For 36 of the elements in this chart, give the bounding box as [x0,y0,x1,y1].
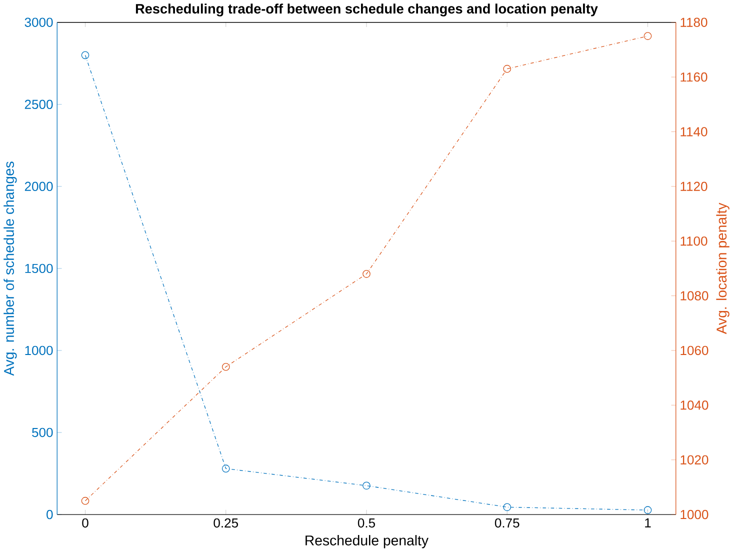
y2-tick-label: 1180 [680,18,708,28]
y2-tick-label: 1100 [680,236,708,246]
y2-tick-label: 1080 [680,291,708,300]
y-tick-label: 500 [32,428,53,438]
x-tick-label: 1 [645,518,651,528]
point [222,363,230,371]
y2-tick-label: 1140 [680,127,708,136]
y-tick-label: 0 [46,510,53,520]
y2-tick-label: 1020 [680,455,708,465]
y2-tick-label: 1000 [680,510,708,520]
point [644,506,652,514]
point [81,51,90,60]
point [503,64,512,73]
y-tick-label: 2000 [24,182,53,192]
y2-tick-label: 1040 [680,400,708,410]
y2-tick-label: 1060 [680,346,708,356]
y-tick-label: 2500 [24,100,53,110]
y-tick-label: 1000 [25,346,53,356]
x-tick-label: 0.75 [494,518,520,528]
x-tick-label: 0.25 [214,518,238,528]
y2-tick-label: 1120 [680,182,708,192]
y2-tick-label: 1160 [680,72,708,82]
point [644,32,652,40]
x-tick-label: 0.5 [358,518,376,528]
point [222,464,230,473]
point [81,496,90,505]
x-tick-label: 0 [82,518,88,528]
chart-title: Rescheduling trade-off between schedule changes and location penalty [136,4,598,16]
y-tick-label: 1500 [25,264,53,274]
y2-axis-title: Avg. location penalty [716,202,730,334]
y-tick-label: 3000 [24,18,53,28]
point [503,503,512,512]
point [362,270,370,278]
x-axis-title: Reschedule penalty [306,535,429,548]
point [362,482,370,490]
y-axis-title: Avg. number of schedule changes [4,162,17,376]
